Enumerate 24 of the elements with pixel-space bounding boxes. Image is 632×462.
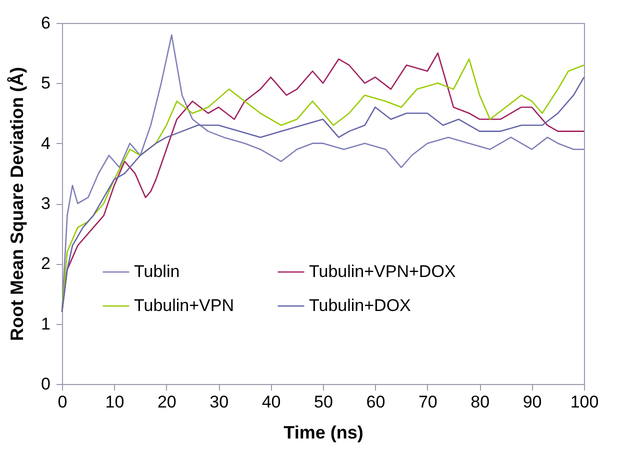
y-axis-title: Root Mean Square Deviation (Å) <box>7 66 28 342</box>
y-tick-label: 3 <box>41 194 50 213</box>
legend-label: Tubulin+DOX <box>309 296 411 315</box>
x-tick-label: 0 <box>58 392 68 412</box>
x-tick-label: 100 <box>570 392 599 412</box>
x-tick-label: 80 <box>470 392 490 412</box>
x-tick-label: 10 <box>105 392 124 412</box>
x-tick-label: 30 <box>210 392 229 412</box>
y-tick-label: 6 <box>41 14 50 32</box>
x-tick-label: 40 <box>262 392 281 412</box>
legend-label: Tubulin+VPN+DOX <box>309 262 456 281</box>
x-tick-label: 70 <box>418 392 438 412</box>
x-tick-label: 50 <box>314 392 333 412</box>
y-tick-label: 0 <box>41 374 50 394</box>
y-tick-label: 1 <box>41 314 50 334</box>
x-tick-label: 90 <box>522 392 542 412</box>
y-tick-label: 5 <box>41 74 50 93</box>
y-tick-label: 2 <box>41 254 50 274</box>
x-tick-label: 20 <box>157 392 176 412</box>
x-tick-label: 60 <box>366 392 386 412</box>
legend-label: Tublin <box>134 262 180 281</box>
y-tick-label: 4 <box>41 134 50 153</box>
x-axis-title: Time (ns) <box>284 422 364 442</box>
legend-label: Tubulin+VPN <box>134 296 234 315</box>
